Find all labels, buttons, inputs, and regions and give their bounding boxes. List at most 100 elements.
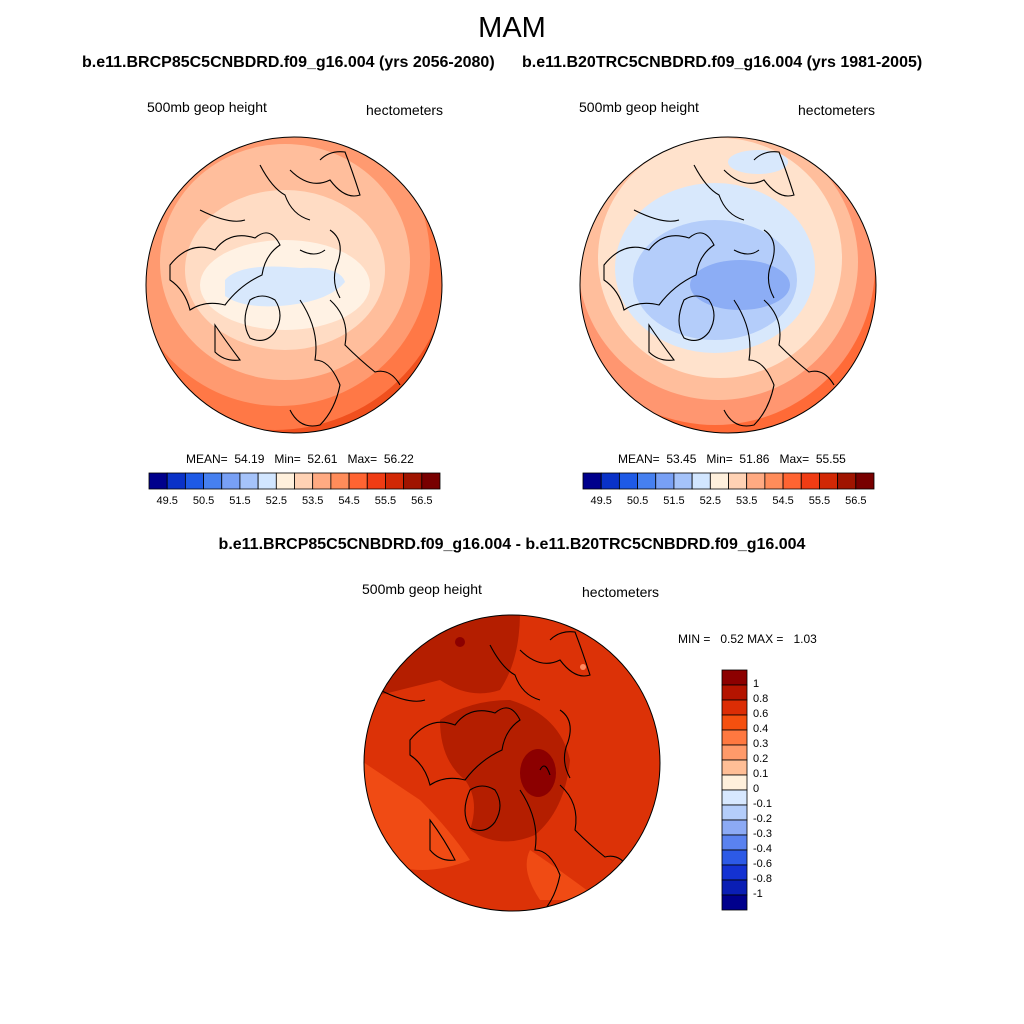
left-colorbar-tick-label: 53.5 — [301, 495, 324, 507]
right-colorbar-tick-label: 49.5 — [590, 495, 612, 507]
diff-colorbar-box — [721, 849, 748, 866]
left-mean-value: 54.19 — [234, 452, 265, 466]
right-colorbar-box — [691, 472, 711, 490]
diff-colorbar-tick-label: 0.2 — [753, 753, 769, 765]
left-colorbar-tick-label: 54.5 — [338, 495, 360, 507]
right-stats: MEAN= 53.45 Min= 51.86 Max= 55.55 — [618, 452, 846, 466]
left-colorbar-box — [184, 472, 204, 490]
right-colorbar-tick-label: 55.5 — [808, 495, 831, 507]
right-mean-value: 53.45 — [666, 452, 697, 466]
left-coastlines — [169, 151, 401, 427]
left-colorbar-box — [275, 472, 295, 490]
diff-colorbar-box — [721, 834, 748, 851]
right-colorbar — [582, 472, 875, 490]
left-colorbar-box — [330, 472, 350, 490]
right-colorbar-box — [600, 472, 620, 490]
diff-colorbar-tick-label: -0.4 — [753, 843, 772, 855]
right-map — [580, 137, 876, 433]
diff-colorbar — [721, 669, 748, 911]
diff-colorbar-tick-label: 0.3 — [753, 738, 769, 750]
diff-stats: MIN = 0.52 MAX = 1.03 — [678, 632, 817, 646]
diff-field-max-region — [520, 749, 556, 797]
diff-map-border — [363, 614, 661, 912]
right-colorbar-box — [746, 472, 766, 490]
left-colorbar-box — [312, 472, 332, 490]
right-colorbar-tick-label: 56.5 — [845, 495, 867, 507]
right-colorbar-box — [819, 472, 839, 490]
diff-coastlines — [379, 631, 631, 911]
diff-field-center-region — [440, 700, 570, 842]
left-colorbar-box — [385, 472, 405, 490]
diff-colorbar-tick-label: 1 — [753, 678, 760, 690]
right-field-min-region — [690, 260, 790, 310]
right-colorbar-tick-label: 53.5 — [735, 495, 758, 507]
left-colorbar-box — [221, 472, 241, 490]
left-map-border — [145, 136, 443, 434]
diff-colorbar-box — [721, 864, 748, 881]
left-variable-label: 500mb geop height — [147, 99, 267, 115]
right-variable-label: 500mb geop height — [579, 99, 699, 115]
diff-colorbar-box — [721, 894, 748, 911]
left-min-value: 52.61 — [307, 452, 338, 466]
right-colorbar-box — [800, 472, 820, 490]
right-units-label: hectometers — [798, 102, 876, 118]
left-colorbar-tick-label: 51.5 — [229, 495, 251, 507]
diff-colorbar-tick-label: -0.6 — [753, 858, 772, 870]
diff-colorbar-tick-label: -0.1 — [753, 798, 772, 810]
right-colorbar-box — [637, 472, 657, 490]
diff-units-label: hectometers — [582, 584, 660, 600]
diff-colorbar-tick-label: 0.1 — [753, 768, 769, 780]
right-colorbar-box — [855, 472, 875, 490]
diff-colorbar-box — [721, 819, 748, 836]
left-stats: MEAN= 54.19 Min= 52.61 Max= 56.22 — [186, 452, 414, 466]
figure-title: MAM — [478, 12, 546, 44]
diff-colorbar-box — [721, 729, 748, 746]
right-colorbar-tick-label: 52.5 — [699, 495, 722, 507]
right-colorbar-box — [618, 472, 638, 490]
left-colorbar-box — [294, 472, 314, 490]
diff-colorbar-box — [721, 699, 748, 716]
left-colorbar-box — [203, 472, 223, 490]
diff-field-spot — [455, 637, 465, 647]
diff-min-value: 0.52 — [720, 632, 744, 646]
diff-colorbar-box — [721, 789, 748, 806]
right-field-north-lobe — [728, 150, 788, 174]
diff-max-value: 1.03 — [793, 632, 817, 646]
right-map-border — [579, 136, 877, 434]
left-map — [146, 137, 442, 433]
right-colorbar-box — [673, 472, 693, 490]
diff-colorbar-box — [721, 804, 748, 821]
left-colorbar-tick-label: 50.5 — [192, 495, 215, 507]
left-units-label: hectometers — [366, 102, 444, 118]
right-panel-title: b.e11.B20TRC5CNBDRD.f09_g16.004 (yrs 198… — [522, 54, 923, 71]
right-colorbar-box — [709, 472, 729, 490]
right-min-value: 51.86 — [739, 452, 770, 466]
left-colorbar-box — [239, 472, 259, 490]
diff-colorbar-tick-label: -1 — [753, 888, 763, 900]
left-colorbar-box — [148, 472, 168, 490]
left-colorbar-box — [257, 472, 277, 490]
right-colorbar-box — [782, 472, 802, 490]
left-colorbar-box — [166, 472, 186, 490]
diff-colorbar-box — [721, 684, 748, 701]
left-field-min-region — [225, 266, 345, 307]
right-colorbar-tick-label: 54.5 — [772, 495, 794, 507]
left-max-value: 56.22 — [383, 452, 414, 466]
left-colorbar-tick-label: 56.5 — [411, 495, 433, 507]
right-colorbar-box — [582, 472, 602, 490]
right-colorbar-box — [655, 472, 675, 490]
diff-colorbar-tick-label: 0.4 — [753, 723, 769, 735]
right-colorbar-tick-label: 51.5 — [663, 495, 685, 507]
right-max-value: 55.55 — [815, 452, 846, 466]
diff-colorbar-tick-label: -0.3 — [753, 828, 772, 840]
left-colorbar-box — [366, 472, 386, 490]
left-colorbar — [148, 472, 441, 490]
left-colorbar-box — [403, 472, 423, 490]
diff-colorbar-tick-label: 0.6 — [753, 708, 769, 720]
diff-colorbar-box — [721, 744, 748, 761]
diff-colorbar-box — [721, 669, 748, 686]
left-colorbar-tick-label: 52.5 — [265, 495, 288, 507]
right-colorbar-box — [764, 472, 784, 490]
diff-panel-title: b.e11.BRCP85C5CNBDRD.f09_g16.004 - b.e11… — [218, 536, 806, 553]
diff-colorbar-box — [721, 774, 748, 791]
